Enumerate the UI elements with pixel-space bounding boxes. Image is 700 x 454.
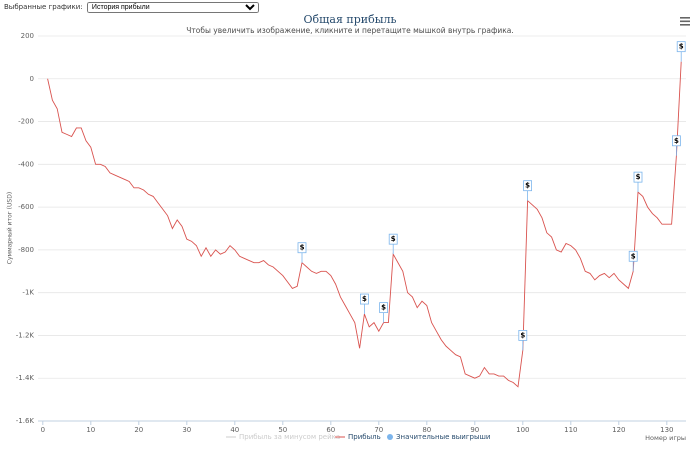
win-flag: $ — [388, 233, 398, 255]
win-marker — [676, 41, 686, 53]
x-tick-label: 30 — [182, 426, 191, 434]
y-tick-label: -1.4K — [16, 374, 35, 382]
x-tick-label: 70 — [374, 426, 383, 434]
x-tick-label: 10 — [86, 426, 95, 434]
flag-label: $ — [525, 182, 530, 190]
flag-label: $ — [636, 173, 641, 181]
flag-label: $ — [679, 43, 684, 51]
x-tick-label: 60 — [326, 426, 335, 434]
x-tick-label: 130 — [660, 426, 673, 434]
x-tick-label: 20 — [134, 426, 143, 434]
win-flag: $ — [523, 180, 532, 201]
win-marker — [523, 180, 532, 192]
x-tick-label: 50 — [278, 426, 287, 434]
flag-label: $ — [631, 252, 636, 260]
flag-label: $ — [391, 235, 396, 243]
y-tick-label: -200 — [18, 118, 34, 126]
chart-selector: Выбранные графики: История прибыли — [4, 2, 259, 13]
x-tick-label: 80 — [422, 426, 431, 434]
x-tick-label: 110 — [564, 426, 577, 434]
win-marker — [672, 135, 681, 147]
win-marker — [297, 242, 307, 254]
x-tick-label: 100 — [516, 426, 529, 434]
chart: Общая прибыль Чтобы увеличить изображени… — [7, 13, 690, 442]
legend-label: Прибыль — [348, 433, 381, 441]
y-tick-label: 0 — [30, 75, 34, 83]
legend-item[interactable]: Прибыль за минусом рейка — [226, 433, 340, 441]
win-marker — [633, 171, 643, 183]
chart-subtitle: Чтобы увеличить изображение, кликните и … — [186, 26, 514, 35]
flag-label: $ — [362, 295, 367, 303]
win-flag: $ — [633, 171, 643, 193]
win-flag: $ — [379, 302, 389, 323]
win-marker — [379, 302, 389, 314]
win-flag: $ — [518, 330, 528, 351]
y-tick-label: -1.6K — [16, 417, 35, 425]
menu-bar — [680, 17, 690, 19]
win-flag: $ — [672, 135, 681, 156]
x-tick-label: 120 — [612, 426, 625, 434]
menu-bar — [680, 20, 690, 23]
y-axis-label: Суммарный итог (USD) — [7, 192, 14, 264]
legend-item[interactable]: Значительные выигрыши — [387, 433, 490, 441]
flag-label: $ — [300, 244, 305, 252]
menu-bar — [680, 24, 690, 26]
selector-label: Выбранные графики: — [4, 3, 83, 11]
menu-button[interactable] — [680, 17, 690, 26]
y-tick-label: -1K — [22, 289, 34, 297]
flag-label: $ — [520, 331, 525, 339]
win-flag: $ — [359, 293, 369, 315]
y-tick-label: -1.2K — [16, 331, 35, 339]
flag-label: $ — [674, 137, 679, 145]
chart-title: Общая прибыль — [304, 13, 397, 26]
win-flag: $ — [628, 250, 638, 272]
legend-item[interactable]: Прибыль — [335, 433, 381, 441]
x-tick-label: 0 — [41, 426, 45, 434]
flag-label: $ — [381, 304, 386, 312]
win-marker — [628, 250, 638, 262]
chart-select[interactable]: История прибыли — [86, 2, 259, 13]
legend-label: Значительные выигрыши — [396, 433, 490, 441]
win-flag: $ — [676, 41, 686, 62]
x-tick-label: 90 — [470, 426, 479, 434]
win-flag: $ — [297, 242, 307, 263]
legend-label: Прибыль за минусом рейка — [239, 433, 340, 441]
profit-line — [47, 61, 682, 388]
legend-symbol — [387, 434, 393, 440]
x-axis-label: Номер игры — [645, 434, 686, 442]
win-marker — [359, 293, 369, 305]
y-tick-label: -800 — [18, 246, 34, 254]
y-tick-label: -400 — [18, 160, 34, 168]
x-tick-label: 40 — [230, 426, 239, 434]
win-marker — [388, 233, 398, 245]
y-tick-label: -600 — [18, 203, 34, 211]
win-marker — [518, 330, 528, 341]
y-tick-label: 200 — [21, 32, 34, 40]
